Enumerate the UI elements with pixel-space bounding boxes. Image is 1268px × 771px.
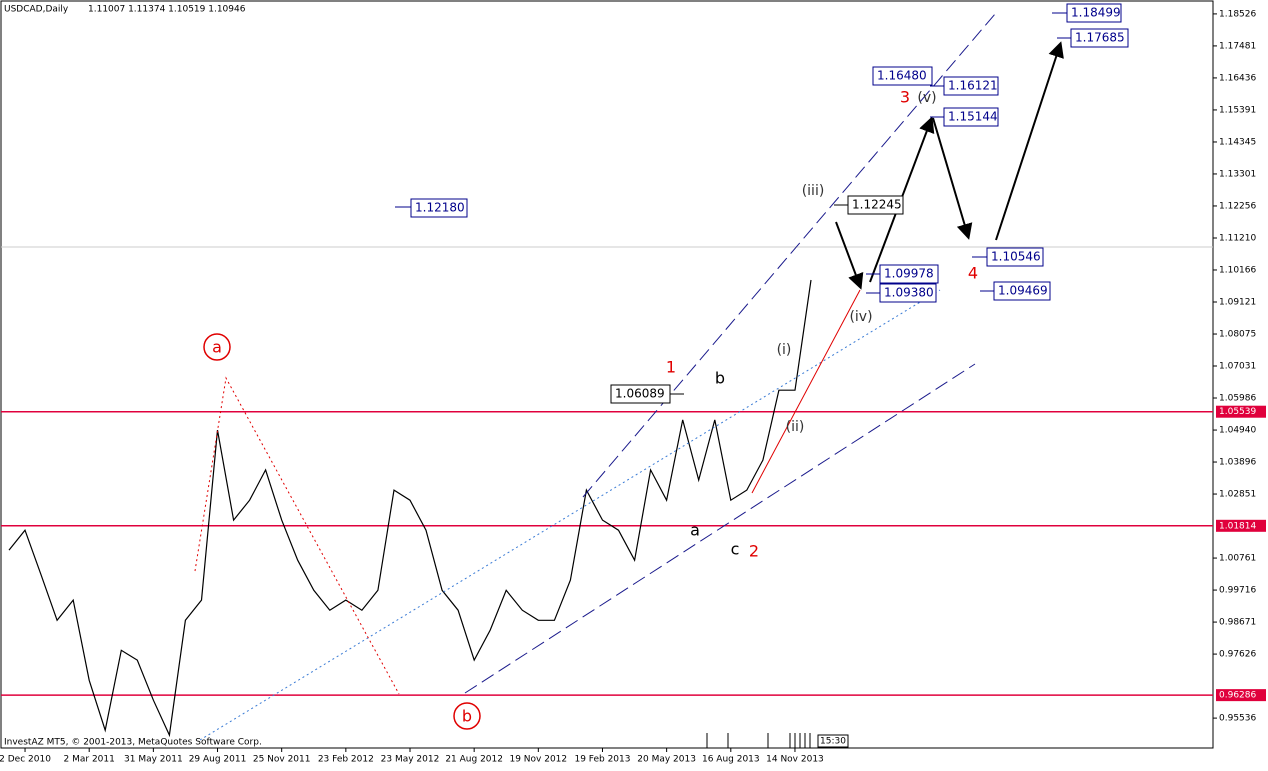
- x-tick-label: 29 Aug 2011: [189, 755, 247, 765]
- level-label: 1.05539: [1219, 407, 1256, 417]
- price-label: 1.17685: [1075, 31, 1125, 45]
- y-tick-label: 1.18526: [1219, 9, 1256, 19]
- y-tick-label: 1.04940: [1219, 426, 1256, 436]
- price-line: [8, 279, 812, 738]
- arrow: [932, 117, 973, 240]
- wave-label: (i): [777, 342, 792, 358]
- y-tick-label: 0.97626: [1219, 650, 1256, 660]
- x-tick-label: 2 Mar 2011: [64, 755, 115, 765]
- price-label: 1.09469: [998, 284, 1048, 298]
- price-label: 1.15144: [948, 110, 998, 124]
- price-label: 1.18499: [1071, 6, 1121, 20]
- x-tick-label: 19 Feb 2013: [574, 755, 630, 765]
- wave-labels: a b 1 2 3 4 b a c (i) (ii) (iii) (iv) (v…: [203, 88, 978, 730]
- y-tick-label: 0.99716: [1219, 586, 1256, 596]
- y-tick-label: 1.00761: [1219, 554, 1256, 564]
- wave-label: (ii): [786, 419, 805, 435]
- y-tick-label: 1.08075: [1219, 330, 1256, 340]
- y-tick-label: 1.13301: [1219, 169, 1256, 179]
- clock: 15:30: [820, 737, 846, 747]
- y-tick-label: 1.12256: [1219, 201, 1256, 211]
- wave-label: b: [462, 707, 472, 726]
- y-tick-label: 1.09121: [1219, 297, 1256, 307]
- wave-label: 2: [749, 542, 759, 561]
- y-tick-label: 1.14345: [1219, 137, 1256, 147]
- x-tick-label: 14 Nov 2013: [766, 755, 824, 765]
- x-tick-label: 25 Nov 2011: [253, 755, 311, 765]
- wave-label: (v): [917, 90, 936, 106]
- wave-label: 4: [968, 264, 978, 283]
- session-ticks: [706, 733, 811, 748]
- price-label: 1.09380: [884, 286, 934, 300]
- x-tick-label: 31 May 2011: [124, 755, 183, 765]
- wave-label: 3: [900, 88, 910, 107]
- level-label: 0.96286: [1219, 691, 1256, 701]
- level-box: [1216, 519, 1266, 532]
- wave-label: (iv): [849, 309, 872, 325]
- y-tick-label: 1.17481: [1219, 41, 1256, 51]
- y-tick-label: 1.10166: [1219, 265, 1256, 275]
- chart-title: USDCAD,Daily: [4, 5, 69, 15]
- price-label: 1.06089: [615, 387, 665, 401]
- price-label: 1.16121: [948, 79, 998, 93]
- price-labels: 1.12180 1.18499 1.17685 1.16480 1.16121 …: [395, 3, 1129, 404]
- x-tick-label: 20 May 2013: [637, 755, 696, 765]
- upper-channel: [582, 13, 996, 498]
- wave-label: b: [715, 369, 725, 388]
- arrow: [995, 41, 1064, 241]
- y-tick-label: 1.07031: [1219, 362, 1256, 372]
- y-tick-label: 1.02851: [1219, 490, 1256, 500]
- price-label: 1.12245: [852, 198, 902, 212]
- ab-zigzag: [194, 376, 400, 695]
- y-tick-label: 1.11210: [1219, 234, 1256, 244]
- x-tick-label: 19 Nov 2012: [509, 755, 567, 765]
- level-box: [1216, 689, 1266, 702]
- y-tick-label: 0.98671: [1219, 618, 1256, 628]
- footer: InvestAZ MT5, © 2001-2013, MetaQuotes So…: [4, 738, 262, 748]
- chart-subtitle: 1.11007 1.11374 1.10519 1.10946: [88, 5, 246, 15]
- y-tick-label: 1.16436: [1219, 73, 1256, 83]
- level-label: 1.01814: [1219, 521, 1256, 531]
- price-label: 1.09978: [884, 267, 934, 281]
- x-tick-label: 2 Dec 2010: [0, 755, 51, 765]
- arrow: [835, 221, 864, 290]
- price-label: 1.16480: [877, 69, 927, 83]
- wave-label: a: [212, 338, 222, 357]
- wave-label: (iii): [802, 183, 825, 199]
- plot-frame: [0, 0, 1214, 749]
- middle-channel: [199, 289, 941, 741]
- y-tick-label: 0.95536: [1219, 714, 1256, 724]
- marks: [1, 279, 1213, 738]
- x-tick-label: 21 Aug 2012: [445, 755, 503, 765]
- y-tick-label: 1.15391: [1219, 105, 1256, 115]
- wave-label: a: [690, 521, 700, 540]
- lower-channel: [464, 363, 976, 694]
- clock-box: [817, 734, 849, 748]
- y-tick-label: 1.05986: [1219, 394, 1256, 404]
- wave-label: c: [731, 540, 740, 559]
- level-box: [1216, 405, 1266, 418]
- wave-label: 1: [666, 358, 676, 377]
- x-tick-label: 23 Feb 2012: [318, 755, 374, 765]
- wave-trend: [751, 289, 861, 494]
- x-tick-label: 23 May 2012: [381, 755, 440, 765]
- x-tick-label: 16 Aug 2013: [702, 755, 760, 765]
- y-tick-label: 1.03896: [1219, 458, 1256, 468]
- price-label: 1.12180: [415, 201, 465, 215]
- price-label: 1.10546: [991, 250, 1041, 264]
